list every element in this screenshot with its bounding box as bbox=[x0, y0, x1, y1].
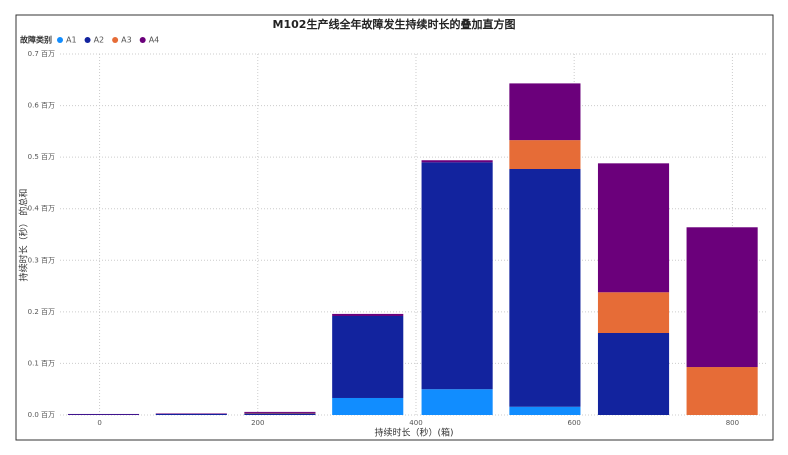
bar-segment bbox=[67, 414, 140, 415]
chart-frame bbox=[15, 14, 774, 441]
y-tick-label: 0.6 百万 bbox=[28, 102, 55, 110]
bar-segment bbox=[597, 333, 670, 415]
bar-segment bbox=[421, 162, 493, 390]
chart-title: M102生产线全年故障发生持续时长的叠加直方图 bbox=[273, 17, 516, 31]
x-tick-label: 800 bbox=[726, 419, 739, 427]
bar-segment bbox=[686, 227, 758, 368]
legend-label: A3 bbox=[121, 36, 132, 45]
y-tick-label: 0.7 百万 bbox=[28, 50, 55, 58]
bar-segment bbox=[509, 406, 581, 415]
legend-label: A1 bbox=[66, 36, 77, 45]
legend-marker bbox=[112, 37, 119, 43]
bar-segment bbox=[509, 140, 581, 170]
bar-segment bbox=[597, 163, 670, 293]
bar-segment bbox=[509, 83, 581, 141]
legend-label: A4 bbox=[149, 36, 160, 45]
bar-segment bbox=[155, 413, 227, 415]
bar-segment bbox=[509, 169, 581, 407]
bar-segment bbox=[155, 413, 227, 414]
bar-segment bbox=[332, 397, 404, 415]
legend-title: 故障类别 bbox=[20, 35, 52, 45]
bar-segment bbox=[67, 413, 140, 415]
y-tick-label: 0.5 百万 bbox=[28, 153, 55, 161]
x-axis-label: 持续时长（秒）(箱) bbox=[374, 427, 453, 439]
bar-segment bbox=[686, 367, 758, 415]
bar-segment bbox=[332, 313, 404, 316]
legend-marker bbox=[84, 37, 91, 43]
y-tick-label: 0.2 百万 bbox=[28, 308, 55, 316]
bar-segment bbox=[244, 411, 316, 413]
x-tick-label: 200 bbox=[251, 419, 264, 427]
y-tick-label: 0.4 百万 bbox=[28, 205, 55, 213]
x-tick-label: 400 bbox=[409, 419, 422, 427]
x-tick-label: 0 bbox=[97, 419, 101, 427]
y-tick-label: 0.1 百万 bbox=[28, 359, 55, 367]
y-tick-label: 0.0 百万 bbox=[28, 411, 55, 419]
x-tick-label: 600 bbox=[568, 419, 581, 427]
bar-segment bbox=[332, 315, 404, 398]
bar-segment bbox=[244, 412, 316, 414]
legend-marker bbox=[139, 37, 146, 43]
legend-marker bbox=[57, 37, 63, 43]
y-axis-label: 持续时长（秒） 的总和 bbox=[18, 189, 30, 282]
bar-segment bbox=[421, 160, 493, 163]
bar-segment bbox=[597, 292, 670, 334]
legend-label: A2 bbox=[94, 36, 105, 45]
y-tick-label: 0.3 百万 bbox=[28, 256, 55, 264]
bar-segment bbox=[421, 389, 493, 415]
bar-segment bbox=[244, 413, 316, 415]
